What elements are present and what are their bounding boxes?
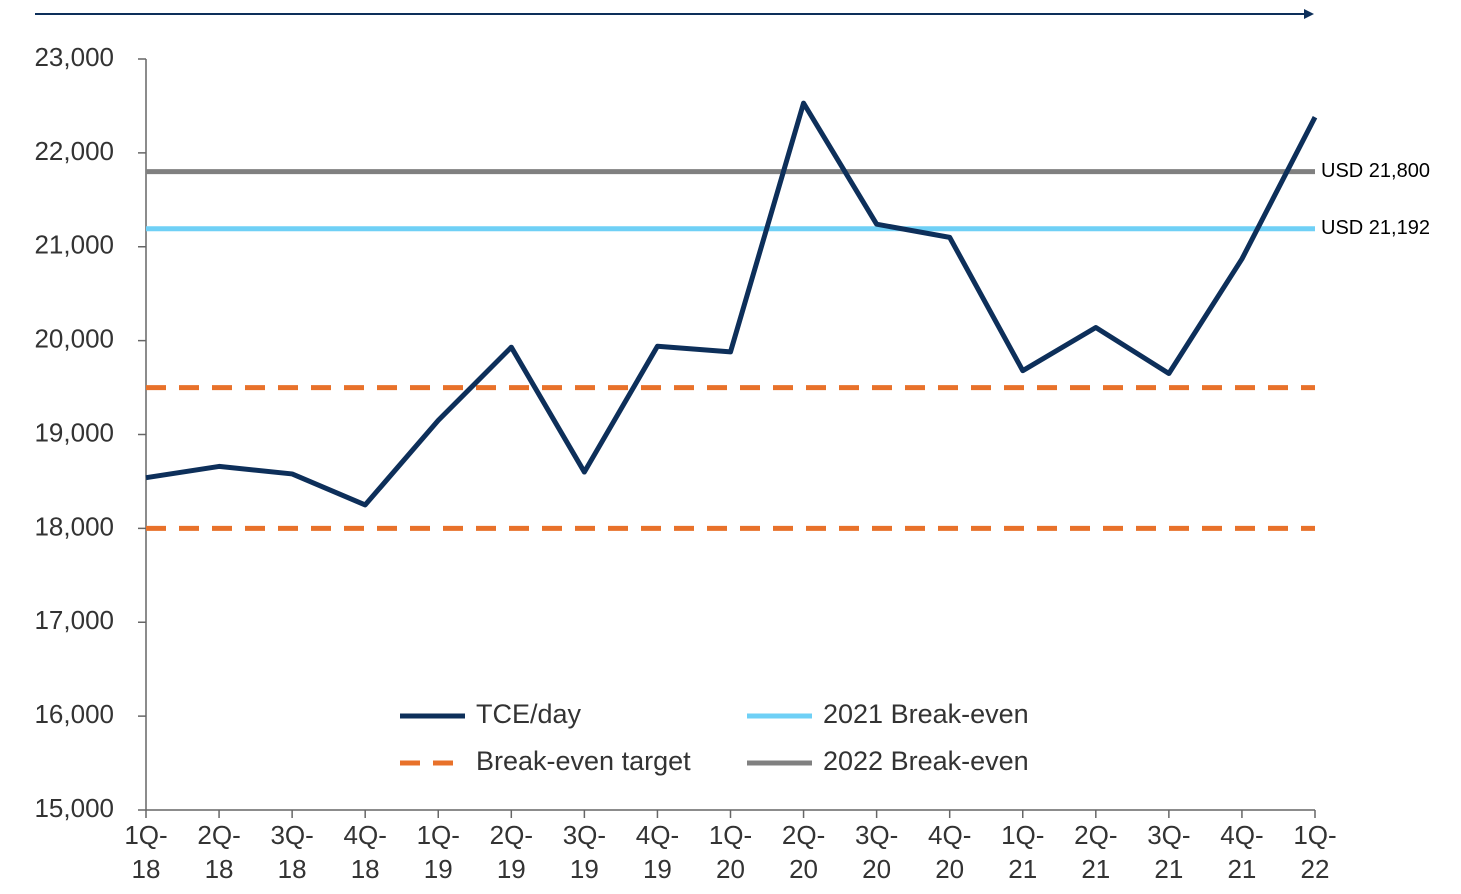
x-tick-label: 1Q-19 — [417, 820, 460, 884]
x-tick-label: 3Q-18 — [270, 820, 313, 884]
y-tick-label: 23,000 — [34, 42, 114, 72]
y-tick-label: 18,000 — [34, 511, 114, 541]
y-tick-label: 19,000 — [34, 417, 114, 447]
y-tick-label: 22,000 — [34, 136, 114, 166]
y-tick-label: 21,000 — [34, 230, 114, 260]
x-tick-label: 4Q-21 — [1220, 820, 1263, 884]
x-tick-label: 1Q-21 — [1001, 820, 1044, 884]
x-tick-label: 2Q-19 — [490, 820, 533, 884]
x-tick-label: 2Q-21 — [1074, 820, 1117, 884]
x-tick-label: 2Q-20 — [782, 820, 825, 884]
x-tick-label: 2Q-18 — [197, 820, 240, 884]
x-tick-label: 3Q-21 — [1147, 820, 1190, 884]
x-tick-label: 1Q-22 — [1293, 820, 1336, 884]
reference-label: USD 21,800 — [1321, 160, 1430, 182]
y-tick-label: 20,000 — [34, 324, 114, 354]
y-tick-label: 17,000 — [34, 605, 114, 635]
legend-label: 2021 Break-even — [823, 699, 1029, 729]
y-tick-label: 16,000 — [34, 699, 114, 729]
data-line — [145, 100, 1318, 508]
x-tick-label: 4Q-20 — [928, 820, 971, 884]
x-tick-label: 4Q-18 — [344, 820, 387, 884]
reference-label: USD 21,192 — [1321, 217, 1430, 239]
x-tick-label: 3Q-19 — [563, 820, 606, 884]
x-tick-label: 1Q-20 — [709, 820, 752, 884]
legend-label: TCE/day — [476, 699, 582, 729]
legend-label: 2022 Break-even — [823, 746, 1029, 776]
x-tick-label: 3Q-20 — [855, 820, 898, 884]
x-tick-label: 4Q-19 — [636, 820, 679, 884]
legend-label: Break-even target — [476, 746, 691, 776]
y-tick-label: 15,000 — [34, 793, 114, 823]
x-tick-label: 1Q-18 — [124, 820, 167, 884]
